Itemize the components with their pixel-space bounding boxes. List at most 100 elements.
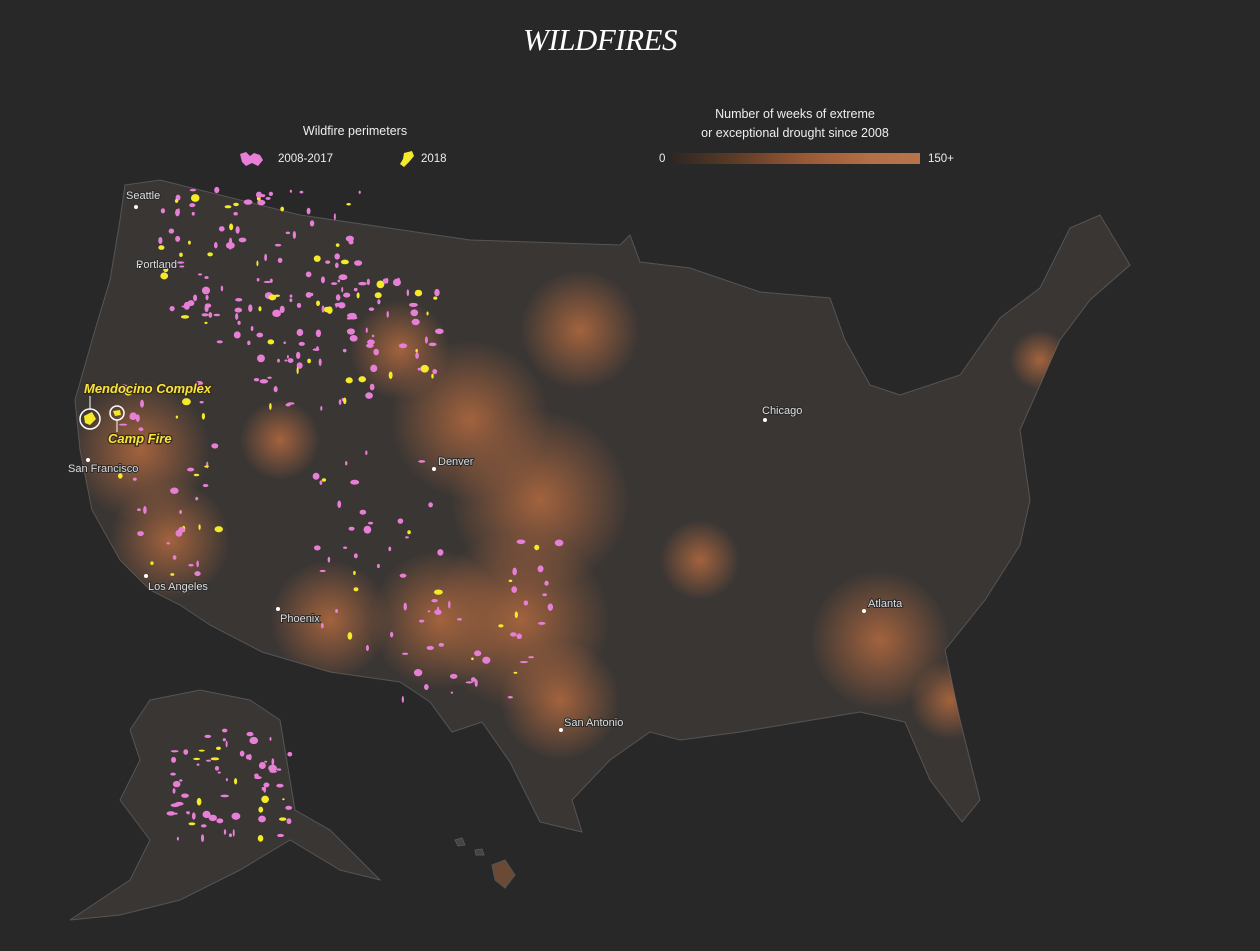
fire-2008-2017 bbox=[320, 406, 323, 411]
fire-2008-2017 bbox=[194, 571, 201, 577]
fire-2008-2017 bbox=[434, 328, 444, 335]
fire-2008-2017 bbox=[289, 189, 292, 193]
fire-2008-2017 bbox=[523, 600, 529, 606]
fire-2008-2017 bbox=[191, 211, 195, 216]
city-dot bbox=[137, 264, 141, 268]
fire-2008-2017 bbox=[319, 480, 323, 485]
fire-2018 bbox=[174, 199, 179, 203]
fire-2008-2017 bbox=[248, 753, 252, 761]
fire-2008-2017 bbox=[239, 750, 245, 757]
fire-2008-2017 bbox=[320, 622, 324, 629]
fire-2008-2017 bbox=[373, 348, 379, 356]
fire-2008-2017 bbox=[132, 477, 137, 481]
fire-2008-2017 bbox=[272, 309, 281, 318]
fire-2008-2017 bbox=[175, 235, 181, 242]
drought-legend-title-line2: or exceptional drought since 2008 bbox=[701, 126, 889, 140]
fire-2008-2017 bbox=[181, 793, 189, 798]
fire-2008-2017 bbox=[195, 380, 204, 386]
fire-2008-2017 bbox=[431, 599, 438, 603]
fire-2008-2017 bbox=[225, 242, 235, 249]
fire-2008-2017 bbox=[254, 773, 259, 778]
fire-2008-2017 bbox=[449, 673, 458, 679]
fire-2008-2017 bbox=[366, 278, 370, 286]
fire-2008-2017 bbox=[424, 336, 428, 344]
fire-2008-2017 bbox=[196, 763, 200, 766]
fire-2008-2017 bbox=[474, 650, 482, 657]
fire-2008-2017 bbox=[220, 794, 230, 798]
fire-2018 bbox=[193, 473, 200, 477]
fire-2008-2017 bbox=[418, 460, 426, 463]
fire-2008-2017 bbox=[388, 546, 392, 552]
fire-2018 bbox=[498, 624, 504, 628]
fire-2008-2017 bbox=[542, 593, 547, 597]
fire-2018 bbox=[267, 339, 275, 345]
fire-2008-2017 bbox=[204, 276, 209, 279]
fire-2008-2017 bbox=[434, 609, 442, 615]
fire-2008-2017 bbox=[256, 332, 264, 338]
city-chicago: Chicago bbox=[761, 404, 803, 422]
drought-area bbox=[350, 300, 450, 400]
fire-2008-2017 bbox=[325, 260, 331, 264]
city-dot bbox=[862, 609, 866, 613]
fire-2008-2017 bbox=[263, 782, 270, 788]
fire-2018 bbox=[353, 570, 356, 575]
fire-2008-2017 bbox=[327, 556, 331, 563]
fire-2008-2017 bbox=[369, 383, 375, 391]
drought-area bbox=[500, 640, 620, 760]
fire-2008-2017 bbox=[537, 621, 546, 625]
fire-2008-2017 bbox=[390, 631, 394, 638]
fire-2008-2017 bbox=[519, 660, 529, 664]
fire-2008-2017 bbox=[370, 364, 378, 373]
fire-2018 bbox=[190, 194, 200, 202]
fire-2018 bbox=[420, 364, 429, 373]
fire-2018 bbox=[258, 306, 262, 312]
fire-2008-2017 bbox=[213, 313, 221, 317]
fire-2008-2017 bbox=[267, 376, 272, 379]
fire-2008-2017 bbox=[137, 508, 141, 512]
fire-2018 bbox=[214, 526, 223, 533]
fire-2008-2017 bbox=[231, 812, 241, 820]
drought-area bbox=[660, 520, 740, 600]
fire-2008-2017 bbox=[140, 399, 144, 408]
fire-2008-2017 bbox=[296, 362, 303, 369]
fire-2018 bbox=[345, 377, 353, 384]
fire-2008-2017 bbox=[319, 569, 326, 573]
fire-2008-2017 bbox=[135, 414, 140, 423]
fire-2008-2017 bbox=[200, 824, 207, 828]
fire-2008-2017 bbox=[277, 833, 284, 838]
fire-2008-2017 bbox=[377, 299, 381, 305]
fire-2008-2017 bbox=[172, 555, 177, 560]
fire-2008-2017 bbox=[401, 695, 404, 703]
fire-2018 bbox=[175, 415, 179, 419]
fire-2008-2017 bbox=[246, 731, 254, 737]
fire-2008-2017 bbox=[172, 788, 176, 794]
fire-2008-2017 bbox=[401, 652, 409, 655]
drought-legend-title: Number of weeks of extreme or exceptiona… bbox=[650, 105, 940, 143]
fire-2008-2017 bbox=[403, 602, 407, 611]
fire-2018 bbox=[316, 300, 321, 307]
fire-2008-2017 bbox=[274, 243, 282, 247]
fire-2018 bbox=[388, 371, 393, 380]
fire-2008-2017 bbox=[249, 736, 259, 745]
drought-legend-title-line1: Number of weeks of extreme bbox=[715, 107, 875, 121]
city-dot bbox=[559, 728, 563, 732]
fire-2008-2017 bbox=[512, 567, 517, 576]
fire-2008-2017 bbox=[258, 762, 266, 769]
fire-2008-2017 bbox=[413, 669, 423, 677]
city-los-angeles: Los Angeles bbox=[144, 574, 209, 594]
fire-2008-2017 bbox=[415, 352, 419, 359]
fire-2008-2017 bbox=[450, 691, 454, 694]
fire-2008-2017 bbox=[554, 539, 564, 547]
fire-2008-2017 bbox=[337, 500, 342, 508]
drought-color-scale bbox=[670, 153, 920, 164]
fire-2008-2017 bbox=[382, 278, 388, 284]
fire-2008-2017 bbox=[365, 450, 368, 456]
fire-2008-2017 bbox=[289, 294, 293, 298]
fire-2008-2017 bbox=[214, 766, 220, 771]
fire-2018 bbox=[269, 402, 272, 410]
fire-2018 bbox=[163, 266, 169, 273]
fire-2008-2017 bbox=[171, 756, 177, 763]
fire-2018 bbox=[280, 206, 285, 212]
fire-2008-2017 bbox=[213, 242, 218, 249]
fire-2018 bbox=[508, 579, 513, 582]
